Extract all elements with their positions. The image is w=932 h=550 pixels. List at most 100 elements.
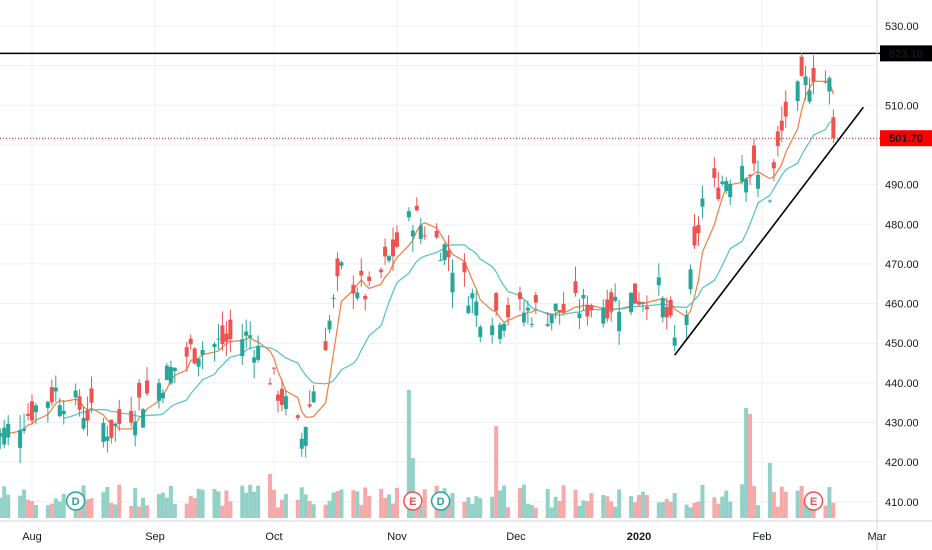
candle-body xyxy=(672,337,677,346)
volume-bar xyxy=(73,507,78,518)
candle-body xyxy=(498,324,503,339)
candle-body xyxy=(720,181,725,184)
candle-body xyxy=(244,331,249,336)
candle-body xyxy=(339,262,344,266)
candle xyxy=(61,399,66,425)
candle-body xyxy=(200,349,205,355)
candle-body xyxy=(494,293,499,311)
volume-bar xyxy=(506,507,511,518)
candle xyxy=(517,286,522,311)
candle xyxy=(101,417,106,448)
volume-bar xyxy=(359,504,364,518)
candle xyxy=(22,413,27,434)
candle xyxy=(692,214,697,249)
candle xyxy=(668,296,673,319)
candle-body xyxy=(33,405,38,413)
candle xyxy=(252,350,257,379)
candle-body xyxy=(379,269,384,273)
candle-body xyxy=(172,367,177,372)
candle-body xyxy=(577,313,582,319)
volume-bar xyxy=(383,497,388,518)
volume-bar xyxy=(394,487,399,518)
volume-bar xyxy=(188,495,193,518)
candle-body xyxy=(391,239,396,257)
y-tick-label: 480.00 xyxy=(885,219,919,231)
volume-bar xyxy=(740,484,745,518)
candle xyxy=(228,309,233,353)
volume-bar xyxy=(335,490,340,518)
volume-bar xyxy=(45,505,50,518)
candle xyxy=(418,217,423,244)
candle xyxy=(795,79,800,112)
candle-body xyxy=(609,292,614,311)
volume-bar xyxy=(33,505,38,518)
volume-bar xyxy=(141,497,146,518)
candle xyxy=(220,311,225,351)
candle-body xyxy=(168,367,173,384)
candle-body xyxy=(307,404,312,407)
x-tick-label: Sep xyxy=(145,531,165,543)
candle xyxy=(192,347,197,365)
candle-body xyxy=(387,256,392,261)
candle xyxy=(57,398,62,418)
candle xyxy=(331,294,336,309)
candle-body xyxy=(192,348,197,364)
candle xyxy=(299,432,304,457)
volume-bar xyxy=(53,498,58,518)
volume-bar xyxy=(636,494,641,518)
candle xyxy=(434,223,439,239)
volume-bar xyxy=(672,493,677,518)
volume-bar xyxy=(422,489,427,518)
candle xyxy=(470,288,475,314)
candle xyxy=(712,157,717,188)
volume-bar xyxy=(184,503,189,518)
volume-bar xyxy=(311,504,316,518)
candle-body xyxy=(45,401,50,408)
volume-bar xyxy=(331,492,336,518)
volume-bar xyxy=(660,502,665,518)
candle xyxy=(268,378,273,385)
volume-bar xyxy=(779,486,784,518)
event-marker: E xyxy=(403,491,423,511)
price-label-box xyxy=(880,130,932,147)
event-marker-label: D xyxy=(72,496,80,508)
candle xyxy=(33,402,38,425)
event-marker-label: E xyxy=(409,496,416,508)
candle-body xyxy=(450,272,455,293)
volume-bar xyxy=(2,486,7,518)
candle-body xyxy=(160,392,165,399)
candle xyxy=(605,289,610,323)
volume-bar xyxy=(192,498,197,518)
candle-body xyxy=(803,76,808,86)
candle xyxy=(573,266,578,297)
volume-bar xyxy=(470,503,475,518)
volume-bar xyxy=(295,499,300,518)
volume-bar xyxy=(327,500,332,518)
candle-body xyxy=(81,418,86,429)
candle-body xyxy=(295,415,300,418)
volume-bar xyxy=(529,505,534,518)
candle xyxy=(783,90,788,128)
candle-body xyxy=(545,324,550,326)
volume-bar xyxy=(684,504,689,518)
candle xyxy=(323,327,328,351)
volume-bar xyxy=(795,490,800,518)
candle xyxy=(172,367,177,384)
volume-bar xyxy=(224,490,229,518)
y-tick-label: 440.00 xyxy=(885,378,919,390)
volume-bar xyxy=(367,495,372,518)
candle-body xyxy=(629,292,634,313)
candle xyxy=(724,177,729,194)
candle xyxy=(244,319,249,349)
candle xyxy=(240,323,245,365)
candle-body xyxy=(303,427,308,446)
candle xyxy=(549,314,554,331)
candle xyxy=(521,300,526,327)
candle xyxy=(275,390,280,413)
candle xyxy=(728,179,733,205)
volume-bar xyxy=(57,501,62,518)
candle-body xyxy=(724,181,729,191)
candle xyxy=(644,295,649,321)
